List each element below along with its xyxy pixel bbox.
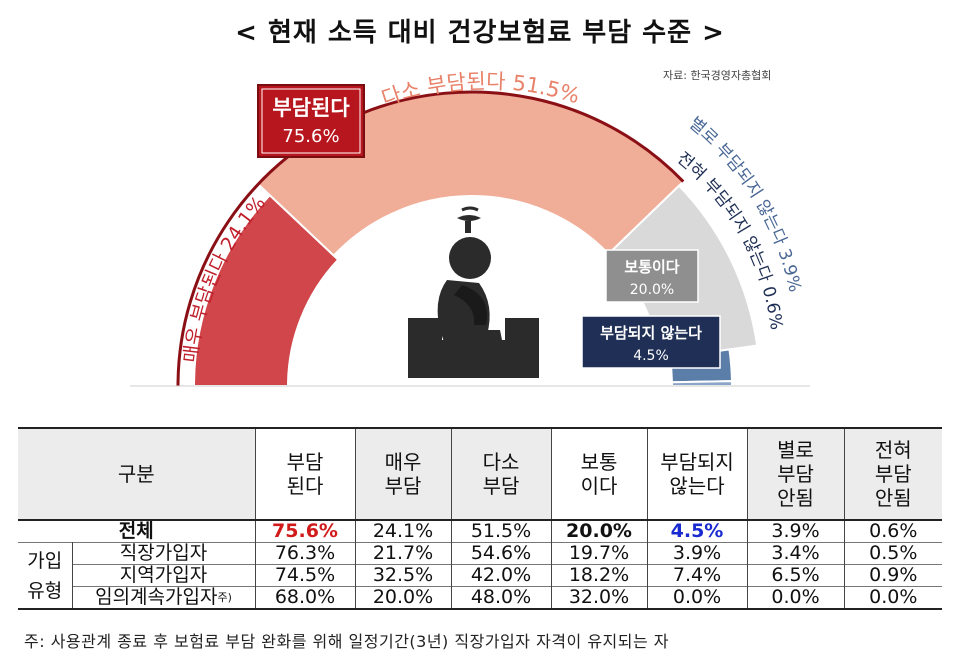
cell: 0.6% bbox=[843, 519, 942, 543]
cell: 74.5% bbox=[254, 564, 356, 587]
cell: 0.0% bbox=[646, 586, 748, 610]
svg-text:20.0%: 20.0% bbox=[630, 282, 674, 298]
source-note: 자료: 한국경영자총협회 bbox=[663, 69, 772, 82]
row-label: 직장가입자 bbox=[71, 542, 256, 565]
cell: 3.9% bbox=[746, 519, 845, 543]
cell: 0.0% bbox=[843, 586, 942, 610]
cell: 32.0% bbox=[550, 586, 648, 610]
cell: 75.6% bbox=[254, 519, 356, 543]
cell: 7.4% bbox=[646, 564, 748, 587]
cell: 51.5% bbox=[450, 519, 552, 543]
header-not-at-all: 전혀 부담 안됨 bbox=[843, 427, 942, 521]
neutral-box: 보통이다 20.0% bbox=[605, 249, 699, 303]
svg-text:75.6%: 75.6% bbox=[282, 126, 339, 147]
cell: 32.5% bbox=[354, 564, 452, 587]
table-row: 가입 유형 직장가입자 76.3% 21.7% 54.6% 19.7% 3.9%… bbox=[18, 542, 942, 610]
table-row-total: 전체 75.6% 24.1% 51.5% 20.0% 4.5% 3.9% 0.6… bbox=[18, 519, 942, 543]
stressed-person-icon bbox=[408, 206, 539, 378]
cell: 48.0% bbox=[450, 586, 552, 610]
cell: 21.7% bbox=[354, 542, 452, 565]
svg-text:부담된다: 부담된다 bbox=[272, 96, 350, 120]
cell: 76.3% bbox=[254, 542, 356, 565]
cell: 6.5% bbox=[746, 564, 845, 587]
cell: 19.7% bbox=[550, 542, 648, 565]
cell: 0.9% bbox=[843, 564, 942, 587]
burden-gauge-chart: 매우 부담된다 24.1% 다소 부담된다 51.5% 별로 부담되지 않는다 … bbox=[130, 69, 810, 387]
burden-table: 구분 부담 된다 매우 부담 다소 부담 보통 이다 부담되지 않는다 별로 부… bbox=[18, 427, 942, 610]
cell: 3.4% bbox=[746, 542, 845, 565]
header-very-burden: 매우 부담 bbox=[354, 427, 452, 521]
cell: 24.1% bbox=[354, 519, 452, 543]
row-label: 지역가입자 bbox=[72, 564, 256, 587]
cell: 20.0% bbox=[354, 586, 452, 610]
cell: 42.0% bbox=[450, 564, 552, 587]
svg-text:4.5%: 4.5% bbox=[633, 348, 669, 364]
cell: 54.6% bbox=[450, 542, 552, 565]
note-mark: 주) bbox=[217, 591, 232, 604]
svg-text:보통이다: 보통이다 bbox=[624, 258, 679, 276]
header-neutral: 보통 이다 bbox=[550, 427, 648, 521]
segment-5 bbox=[670, 380, 734, 387]
cell: 18.2% bbox=[550, 564, 648, 587]
header-burden: 부담 된다 bbox=[254, 427, 356, 521]
header-somewhat-burden: 다소 부담 bbox=[450, 427, 552, 521]
row-label: 전체 bbox=[18, 519, 256, 543]
group-label: 가입 유형 bbox=[18, 542, 73, 610]
not-burden-box: 부담되지 않는다 4.5% bbox=[581, 315, 721, 369]
header-not-burden: 부담되지 않는다 bbox=[646, 427, 748, 521]
page-title: < 현재 소득 대비 건강보험료 부담 수준 > bbox=[235, 18, 725, 48]
footnote: 주: 사용관계 종료 후 보험료 부담 완화를 위해 일정기간(3년) 직장가입… bbox=[24, 632, 670, 651]
header-category: 구분 bbox=[18, 427, 256, 521]
header-not-much: 별로 부담 안됨 bbox=[746, 427, 845, 521]
table-row: 지역가입자 74.5% 32.5% 42.0% 18.2% 7.4% 6.5% … bbox=[18, 564, 942, 587]
cell: 3.9% bbox=[646, 542, 748, 565]
svg-text:부담되지 않는다: 부담되지 않는다 bbox=[600, 324, 702, 342]
cell: 4.5% bbox=[646, 519, 748, 543]
table-row: 임의계속가입자주) 68.0% 20.0% 48.0% 32.0% 0.0% 0… bbox=[18, 586, 942, 610]
burden-summary-box: 부담된다 75.6% bbox=[257, 84, 365, 158]
cell: 0.0% bbox=[746, 586, 845, 610]
cell: 0.5% bbox=[843, 542, 942, 565]
row-label: 임의계속가입자주) bbox=[72, 586, 256, 610]
cell: 20.0% bbox=[550, 519, 648, 543]
cell: 68.0% bbox=[254, 586, 356, 610]
